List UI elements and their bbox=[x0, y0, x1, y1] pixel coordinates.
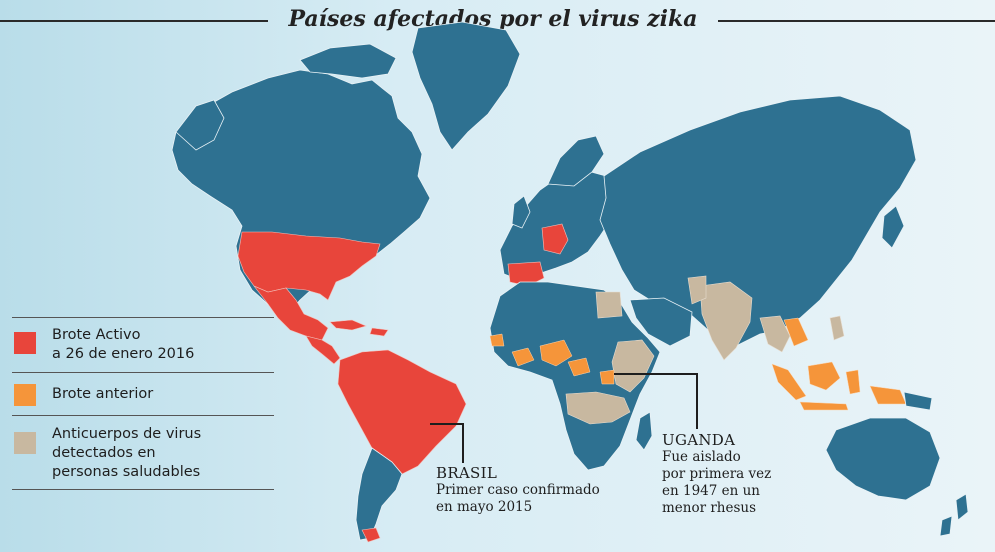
uganda-callout: UGANDA Fue aislado por primera vez en 19… bbox=[662, 431, 771, 517]
brasil-heading: BRASIL bbox=[436, 464, 498, 482]
papua-new-guinea bbox=[903, 391, 933, 411]
southeast-asia bbox=[759, 315, 791, 353]
legend-swatch-beige bbox=[14, 432, 36, 454]
indonesia-sulawesi bbox=[845, 369, 861, 395]
new-zealand bbox=[939, 493, 969, 537]
brasil-leader-vertical bbox=[462, 423, 464, 463]
legend-item-active-outbreak: Brote Activo a 26 de enero 2016 bbox=[12, 317, 274, 372]
canadian-arctic-islands bbox=[299, 43, 397, 79]
south-america-north bbox=[337, 349, 467, 475]
pakistan bbox=[687, 275, 707, 305]
greenland bbox=[411, 21, 521, 151]
central-south-africa bbox=[565, 391, 631, 425]
senegal-past bbox=[489, 333, 505, 347]
uganda-line: Fue aislado bbox=[662, 449, 741, 465]
indonesia-borneo bbox=[807, 361, 841, 391]
east-africa bbox=[611, 339, 655, 393]
brasil-line: Primer caso confirmado bbox=[436, 482, 600, 498]
madagascar bbox=[635, 411, 653, 451]
indonesia-java bbox=[799, 401, 849, 411]
uganda-leader-horizontal bbox=[614, 373, 698, 375]
asia bbox=[599, 95, 917, 353]
japan bbox=[881, 205, 905, 249]
thailand-past bbox=[783, 317, 809, 347]
legend-item-antibodies: Anticuerpos de virus detectados en perso… bbox=[12, 415, 274, 490]
uk bbox=[511, 195, 531, 229]
germany bbox=[541, 223, 569, 255]
legend-swatch-red bbox=[14, 332, 36, 354]
arabian-peninsula bbox=[629, 297, 693, 347]
papua bbox=[869, 385, 907, 405]
uganda-line: por primera vez bbox=[662, 466, 772, 482]
central-africa-past bbox=[567, 357, 615, 385]
egypt bbox=[595, 291, 623, 319]
indonesia-sumatra bbox=[771, 363, 807, 401]
west-africa-past bbox=[511, 339, 573, 367]
legend-label: Brote anterior bbox=[52, 386, 154, 402]
uganda-line: en 1947 en un bbox=[662, 483, 760, 499]
legend-label: Anticuerpos de virus detectados en perso… bbox=[52, 426, 202, 480]
uganda-line: menor rhesus bbox=[662, 500, 757, 516]
philippines bbox=[829, 315, 845, 341]
central-america bbox=[305, 335, 341, 365]
alaska bbox=[175, 99, 225, 151]
mexico bbox=[253, 285, 329, 341]
australia bbox=[825, 417, 941, 501]
patagonia-tip bbox=[361, 527, 381, 543]
caribbean bbox=[329, 319, 389, 337]
legend-item-past-outbreak: Brote anterior bbox=[12, 372, 274, 415]
legend: Brote Activo a 26 de enero 2016 Brote an… bbox=[12, 317, 274, 490]
legend-swatch-orange bbox=[14, 384, 36, 406]
scandinavia bbox=[547, 135, 605, 187]
brasil-line: en mayo 2015 bbox=[436, 499, 533, 515]
uganda-leader-vertical bbox=[696, 373, 698, 429]
uganda-heading: UGANDA bbox=[662, 431, 736, 449]
title-rule-right bbox=[718, 20, 995, 22]
brasil-leader-horizontal bbox=[430, 423, 464, 425]
title-rule-left bbox=[0, 20, 268, 22]
india bbox=[699, 281, 753, 361]
legend-label: Brote Activo a 26 de enero 2016 bbox=[52, 327, 195, 362]
brasil-callout: BRASIL Primer caso confirmado en mayo 20… bbox=[436, 464, 600, 516]
